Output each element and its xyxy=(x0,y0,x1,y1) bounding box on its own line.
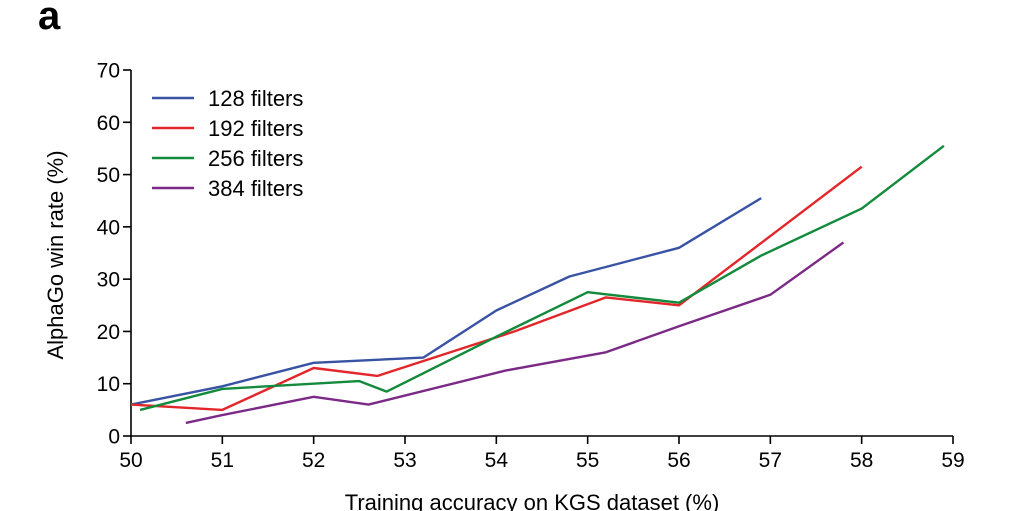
legend-label: 256 filters xyxy=(208,146,303,171)
y-tick-label: 50 xyxy=(97,164,120,187)
x-tick-label: 54 xyxy=(485,449,509,472)
y-tick-label: 60 xyxy=(97,112,120,135)
y-tick-label: 40 xyxy=(97,216,120,239)
series-layer xyxy=(130,144,945,425)
panel-label: a xyxy=(38,0,61,38)
y-tick-label: 70 xyxy=(97,60,120,83)
legend-label: 192 filters xyxy=(208,116,303,141)
x-tick-label: 57 xyxy=(759,449,782,472)
x-tick-label: 56 xyxy=(667,449,690,472)
series-line-384-filters xyxy=(185,241,845,425)
x-axis-title: Training accuracy on KGS dataset (%) xyxy=(345,490,720,511)
axes: 50 51 52 53 54 55 56 57 58 59 0 10 20 30 40 50 60 70 xyxy=(97,60,965,473)
legend: 128 filters 192 filters 256 filters 384 fil… xyxy=(152,86,303,201)
legend-label: 128 filters xyxy=(208,86,303,111)
y-tick-label: 30 xyxy=(97,269,120,292)
legend-label: 384 filters xyxy=(208,176,303,201)
x-tick-label: 53 xyxy=(393,449,416,472)
x-tick-label: 59 xyxy=(941,449,964,472)
x-tick-label: 50 xyxy=(119,449,142,472)
y-tick-label: 20 xyxy=(97,321,120,344)
y-axis-title: AlphaGo win rate (%) xyxy=(43,150,68,359)
y-tick-label: 0 xyxy=(108,426,120,449)
x-tick-label: 52 xyxy=(302,449,325,472)
series-line-128-filters xyxy=(130,197,762,406)
y-tick-label: 10 xyxy=(97,373,120,396)
x-tick-label: 55 xyxy=(576,449,599,472)
series-line-256-filters xyxy=(139,144,945,412)
x-tick-label: 58 xyxy=(850,449,873,472)
series-line-192-filters xyxy=(130,165,863,412)
x-tick-label: 51 xyxy=(211,449,234,472)
